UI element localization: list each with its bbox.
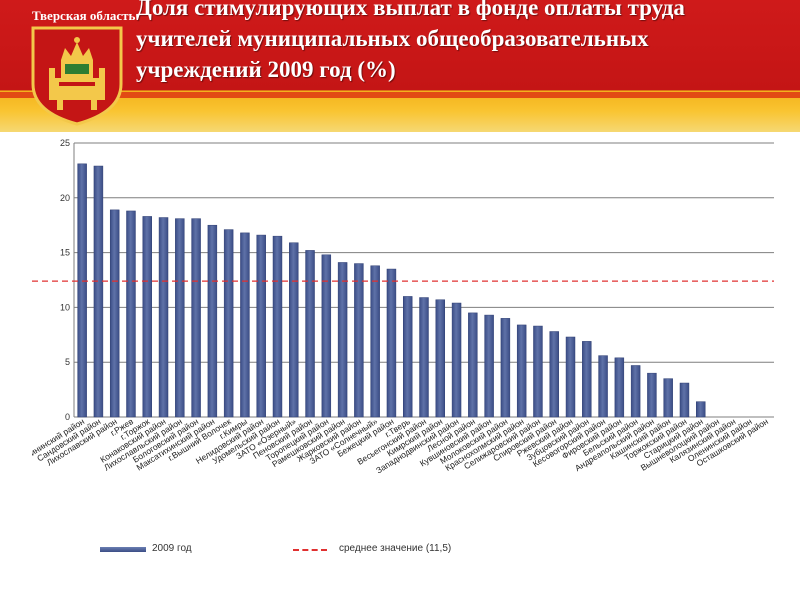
bar: [598, 355, 608, 418]
header-banner: Тверская область Доля стимулирующих выпл…: [0, 0, 800, 132]
bar: [240, 232, 250, 418]
y-tick-label: 20: [60, 193, 70, 203]
bar: [305, 250, 315, 418]
bar: [272, 235, 283, 418]
coat-of-arms-icon: [31, 26, 123, 126]
bar: [289, 242, 299, 418]
y-tick-label: 25: [60, 138, 70, 148]
bar: [696, 401, 706, 418]
bar: [500, 318, 511, 418]
bar: [402, 296, 413, 418]
y-tick-label: 15: [60, 248, 70, 258]
bar: [663, 378, 673, 418]
bar: [354, 263, 364, 418]
bar: [549, 331, 559, 418]
bar: [158, 217, 169, 418]
bar: [533, 325, 543, 418]
bar: [207, 224, 218, 418]
bar: [126, 210, 136, 418]
bar: [565, 336, 576, 418]
bars-layer: [77, 163, 706, 418]
bar: [191, 218, 201, 418]
region-label: Тверская область: [32, 8, 136, 23]
page-title: Доля стимулирующих выплат в фонде оплаты…: [136, 0, 685, 82]
legend-bar-swatch: [100, 547, 146, 552]
bar: [451, 302, 462, 418]
legend-series-label: 2009 год: [152, 543, 192, 554]
bar: [142, 216, 152, 418]
bar: [484, 314, 494, 418]
bar: [109, 209, 120, 418]
bar: [223, 229, 234, 418]
bar: [175, 218, 185, 418]
bar: [337, 262, 348, 418]
bar: [516, 324, 527, 418]
legend-average-label: среднее значение (11,5): [339, 543, 452, 554]
bar: [321, 254, 332, 418]
bar: [468, 312, 478, 418]
bar: [435, 299, 446, 418]
y-tick-label: 10: [60, 302, 70, 312]
bar: [256, 234, 266, 418]
bar: [370, 265, 380, 418]
y-tick-label: 0: [65, 412, 70, 422]
bar: [647, 372, 657, 418]
bar: [630, 365, 641, 418]
y-ticks-layer: 0 5 10 15 20 25: [60, 138, 70, 422]
bar: [93, 165, 104, 418]
bar: [679, 382, 690, 418]
header-stripe: [0, 92, 800, 98]
bar: [614, 357, 625, 418]
y-tick-label: 5: [65, 357, 70, 367]
legend: 2009 год среднее значение (11,5): [0, 540, 800, 570]
legend-average-swatch: [293, 549, 327, 551]
bar: [419, 297, 429, 418]
bar: [386, 268, 397, 418]
bar: [582, 341, 592, 418]
bar: [77, 163, 87, 418]
